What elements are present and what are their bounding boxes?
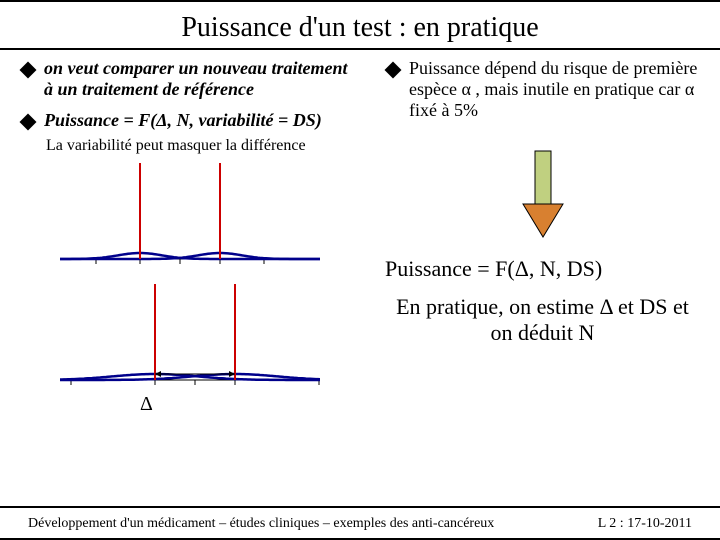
slide-title: Puissance d'un test : en pratique [0,2,720,48]
practice-text: En pratique, on estime Δ et DS et on déd… [385,294,700,346]
footer-left: Développement d'un médicament – études c… [28,516,494,532]
left-b1-line2: à un traitement de référence [44,79,254,99]
left-bullet-2: Puissance = F(Δ, N, variabilité = DS) [20,110,375,131]
bullet-icon [20,114,37,131]
delta-label: Δ [140,393,375,416]
left-column: on veut comparer un nouveau traitement à… [20,58,375,416]
bullet-icon [385,62,402,79]
curves-top [60,159,375,274]
right-column: Puissance dépend du risque de première e… [375,58,700,416]
footer: Développement d'un médicament – études c… [0,516,720,532]
footer-right: L 2 : 17-10-2011 [598,516,692,532]
left-subtext: La variabilité peut masquer la différenc… [46,137,375,155]
right-bullet-1: Puissance dépend du risque de première e… [385,58,700,121]
curves-bottom [60,280,375,395]
left-b1-line1: on veut comparer un nouveau traitement [44,58,348,78]
formula-text: Puissance = F(Δ, N, DS) [385,256,700,282]
right-b1-text: Puissance dépend du risque de première e… [409,58,700,121]
left-b2-text: Puissance = F(Δ, N, variabilité = DS) [44,110,322,131]
bullet-icon [20,62,37,79]
content-area: on veut comparer un nouveau traitement à… [0,50,720,416]
footer-rule [0,506,720,508]
left-bullet-1: on veut comparer un nouveau traitement à… [20,58,375,100]
arrow-down [385,149,700,244]
